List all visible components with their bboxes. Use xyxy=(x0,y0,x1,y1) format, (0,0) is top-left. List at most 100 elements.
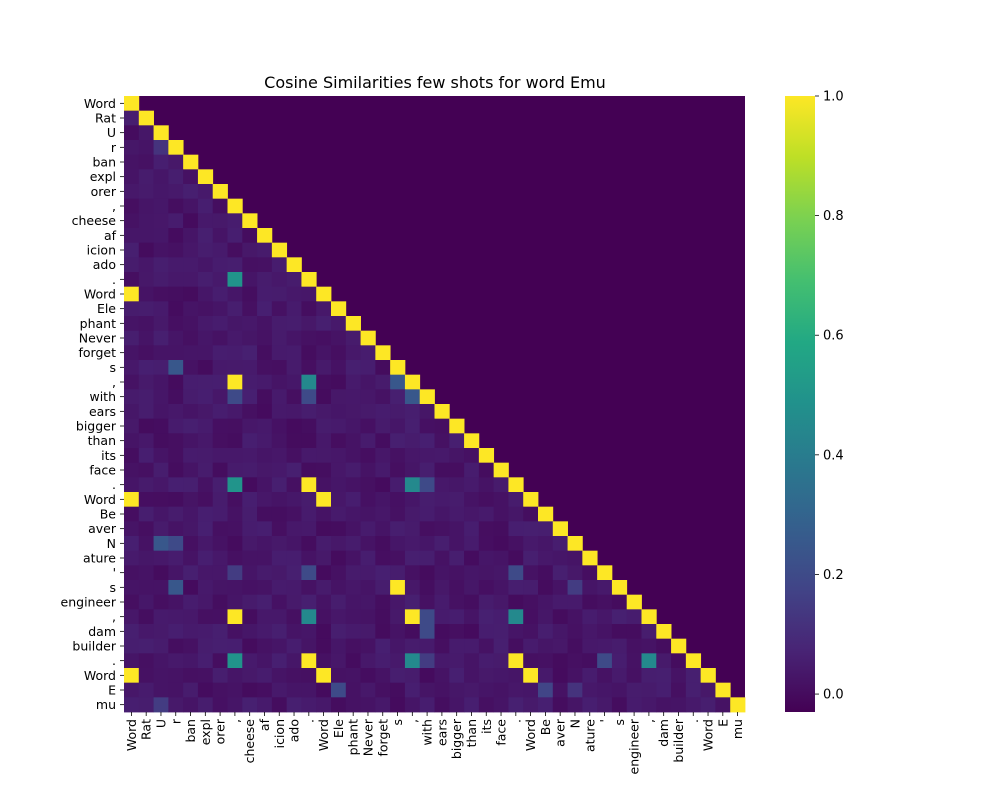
heatmap-cell xyxy=(538,550,554,566)
heatmap-cell xyxy=(257,653,273,669)
heatmap-cell xyxy=(626,609,642,625)
heatmap-cell xyxy=(582,638,598,654)
heatmap-cell xyxy=(242,418,258,434)
heatmap-cell xyxy=(242,433,258,449)
heatmap-cell xyxy=(611,609,628,625)
heatmap-cell xyxy=(301,521,317,537)
heatmap-cell xyxy=(271,433,288,449)
heatmap-cell xyxy=(138,360,154,376)
x-tick-label: E xyxy=(715,719,730,727)
heatmap-cell xyxy=(124,374,140,390)
x-tick-label: ban xyxy=(183,719,198,743)
heatmap-cell xyxy=(227,389,243,405)
heatmap-cell xyxy=(597,668,613,684)
heatmap-cell xyxy=(124,638,140,654)
heatmap-cell xyxy=(286,345,302,361)
heatmap-cell xyxy=(700,682,716,698)
heatmap-cell xyxy=(331,418,347,434)
heatmap-cell xyxy=(449,550,465,566)
heatmap-cell xyxy=(227,668,243,684)
heatmap-cell xyxy=(316,580,332,596)
heatmap-cell xyxy=(301,448,317,464)
heatmap-cell xyxy=(641,624,657,640)
heatmap-cell xyxy=(700,697,716,713)
heatmap-cell xyxy=(271,316,288,332)
heatmap-cell xyxy=(286,550,302,566)
heatmap-cell xyxy=(493,492,509,508)
heatmap-cell xyxy=(538,697,554,713)
heatmap-cell xyxy=(242,213,258,229)
heatmap-cell xyxy=(197,345,214,361)
heatmap-cell xyxy=(493,682,509,698)
heatmap-cell xyxy=(212,448,228,464)
heatmap-cell xyxy=(301,462,317,478)
heatmap-cell xyxy=(449,668,465,684)
heatmap-cell xyxy=(257,257,273,273)
heatmap-cell xyxy=(153,536,169,552)
heatmap-cell xyxy=(124,286,140,302)
heatmap-cell xyxy=(434,404,450,420)
heatmap-cell xyxy=(138,682,154,698)
heatmap-cell xyxy=(227,521,243,537)
heatmap-cell xyxy=(567,536,583,552)
x-tick-label: , xyxy=(227,719,242,723)
heatmap-cell xyxy=(242,228,258,244)
heatmap-cell xyxy=(390,448,406,464)
heatmap-cell xyxy=(464,624,480,640)
heatmap-cell xyxy=(212,272,228,288)
heatmap-cell xyxy=(552,653,568,669)
heatmap-cell xyxy=(227,345,243,361)
heatmap-cell xyxy=(124,477,140,493)
heatmap-cell xyxy=(316,330,332,346)
heatmap-cell xyxy=(390,433,406,449)
x-tick-label: builder xyxy=(671,718,686,762)
x-tick-label: . xyxy=(301,719,316,723)
heatmap-cell xyxy=(257,242,273,258)
heatmap-cell xyxy=(552,624,568,640)
y-tick-labels: WordRatUrbanexplorer,cheeseaficionado.Wo… xyxy=(61,96,124,712)
heatmap-cell xyxy=(449,638,465,654)
heatmap-cell xyxy=(316,360,332,376)
heatmap-cell xyxy=(493,668,509,684)
heatmap-cell xyxy=(316,536,332,552)
heatmap-cell xyxy=(138,345,154,361)
y-tick-label: N xyxy=(107,536,116,551)
heatmap-cell xyxy=(124,521,140,537)
heatmap-cell xyxy=(345,653,361,669)
heatmap-cell xyxy=(286,257,302,273)
heatmap-cell xyxy=(449,609,465,625)
heatmap-cell xyxy=(242,668,258,684)
heatmap-cell xyxy=(138,536,154,552)
heatmap-cell xyxy=(360,565,376,581)
heatmap-cell xyxy=(168,448,184,464)
heatmap-cell xyxy=(301,418,317,434)
heatmap-cell xyxy=(478,550,495,566)
heatmap-cell xyxy=(124,668,140,684)
heatmap-cell xyxy=(138,257,154,273)
heatmap-cell xyxy=(257,506,273,522)
heatmap-cell xyxy=(153,125,169,141)
heatmap-cell xyxy=(301,624,317,640)
heatmap-cell xyxy=(138,301,154,317)
heatmap-cell xyxy=(138,213,154,229)
heatmap-cell xyxy=(478,697,495,713)
heatmap-cell xyxy=(257,565,273,581)
heatmap-cell xyxy=(271,301,288,317)
heatmap-cell xyxy=(153,345,169,361)
heatmap-cell xyxy=(301,550,317,566)
y-tick-label: icion xyxy=(87,243,116,258)
heatmap-cell xyxy=(567,565,583,581)
heatmap-cell xyxy=(552,565,568,581)
heatmap-cell xyxy=(197,169,214,185)
heatmap-cell xyxy=(183,228,199,244)
heatmap-cell xyxy=(331,389,347,405)
heatmap-cell xyxy=(183,257,199,273)
heatmap-cell xyxy=(183,580,199,596)
heatmap-cell xyxy=(360,374,376,390)
heatmap-cell xyxy=(124,404,140,420)
heatmap-cell xyxy=(449,653,465,669)
heatmap-cell xyxy=(375,580,391,596)
heatmap-cell xyxy=(419,594,435,610)
heatmap-cell xyxy=(316,316,332,332)
heatmap-cell xyxy=(212,213,228,229)
